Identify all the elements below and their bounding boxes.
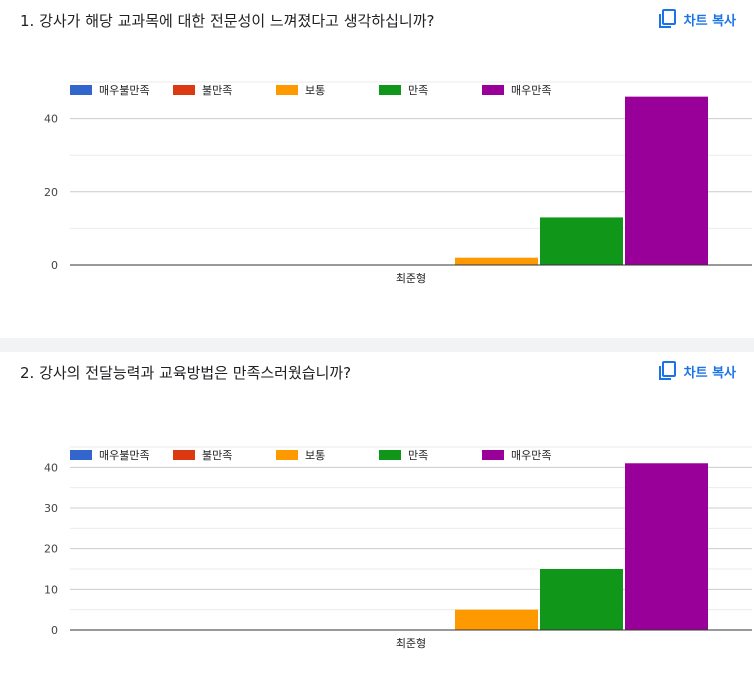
question-card-1: 1. 강사가 해당 교과목에 대한 전문성이 느껴졌다고 생각하십니까? 차트 … <box>0 0 754 338</box>
legend-label: 보통 <box>305 84 325 97</box>
copy-icon <box>658 9 676 28</box>
bar-보통[interactable] <box>455 609 538 630</box>
copy-icon <box>658 361 676 380</box>
copy-chart-label: 차트 복사 <box>683 13 736 29</box>
legend-label: 불만족 <box>202 449 232 462</box>
copy-chart-label: 차트 복사 <box>683 365 736 381</box>
legend-swatch-만족 <box>379 85 401 95</box>
y-tick-label: 0 <box>51 259 58 272</box>
legend-swatch-매우불만족 <box>70 85 92 95</box>
legend-label: 보통 <box>305 449 325 462</box>
y-tick-label: 40 <box>44 461 58 474</box>
legend-label: 불만족 <box>202 84 232 97</box>
y-tick-label: 30 <box>44 502 58 515</box>
legend-swatch-매우만족 <box>482 450 504 460</box>
question-title: 1. 강사가 해당 교과목에 대한 전문성이 느껴졌다고 생각하십니까? <box>20 12 435 30</box>
legend-label: 매우만족 <box>511 449 551 462</box>
bar-매우만족[interactable] <box>625 463 708 630</box>
bar-chart-2: 0 10 20 30 40 최준형 매우불만족 불만족 보통 만족 매우만족 <box>44 446 752 650</box>
bar-chart-1: 0 20 40 최준형 매우불만족 불만족 보통 만족 매우만족 <box>44 81 752 285</box>
legend-swatch-매우만족 <box>482 85 504 95</box>
y-tick-label: 20 <box>44 186 58 199</box>
bar-보통[interactable] <box>455 257 538 265</box>
legend-swatch-불만족 <box>173 450 195 460</box>
question-title: 2. 강사의 전달능력과 교육방법은 만족스러웠습니까? <box>20 364 352 382</box>
legend-swatch-매우불만족 <box>70 450 92 460</box>
legend-label: 매우불만족 <box>99 84 150 97</box>
y-tick-label: 20 <box>44 543 58 556</box>
y-tick-label: 0 <box>51 624 58 637</box>
legend-swatch-보통 <box>276 450 298 460</box>
legend-label: 매우불만족 <box>99 449 150 462</box>
bar-만족[interactable] <box>540 217 623 265</box>
legend-swatch-만족 <box>379 450 401 460</box>
legend-swatch-보통 <box>276 85 298 95</box>
legend-label: 만족 <box>408 449 428 462</box>
bar-매우만족[interactable] <box>625 96 708 265</box>
legend-label: 만족 <box>408 84 428 97</box>
question-card-2: 2. 강사의 전달능력과 교육방법은 만족스러웠습니까? 차트 복사 0 10 20… <box>0 352 754 689</box>
bar-만족[interactable] <box>540 569 623 630</box>
legend-label: 매우만족 <box>511 84 551 97</box>
y-tick-label: 40 <box>44 113 58 126</box>
category-label: 최준형 <box>396 637 426 650</box>
legend-swatch-불만족 <box>173 85 195 95</box>
copy-chart-button[interactable]: 차트 복사 <box>658 361 736 381</box>
y-tick-label: 10 <box>44 583 58 596</box>
category-label: 최준형 <box>396 272 426 285</box>
copy-chart-button[interactable]: 차트 복사 <box>658 9 736 29</box>
